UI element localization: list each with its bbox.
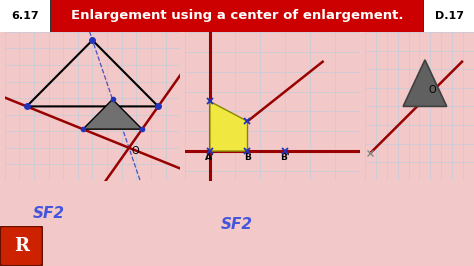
Polygon shape [403, 60, 447, 106]
Text: B: B [244, 153, 251, 162]
Polygon shape [210, 101, 247, 151]
Text: SF2: SF2 [221, 217, 253, 232]
Bar [50, 0, 424, 32]
Text: B': B' [280, 153, 290, 162]
Text: O: O [428, 85, 436, 95]
Bar [0, 0, 50, 32]
Text: A': A' [205, 153, 215, 162]
Text: SF2: SF2 [33, 206, 65, 221]
Bar [50, 0, 51, 32]
Polygon shape [83, 99, 142, 129]
Text: 6.17: 6.17 [11, 11, 38, 21]
Text: R: R [14, 237, 29, 255]
Text: Enlargement using a center of enlargement.: Enlargement using a center of enlargemen… [71, 10, 403, 22]
Bar [423, 0, 424, 32]
Text: D.17: D.17 [435, 11, 464, 21]
FancyBboxPatch shape [0, 226, 43, 266]
Bar [424, 0, 474, 32]
Text: O: O [131, 146, 139, 156]
